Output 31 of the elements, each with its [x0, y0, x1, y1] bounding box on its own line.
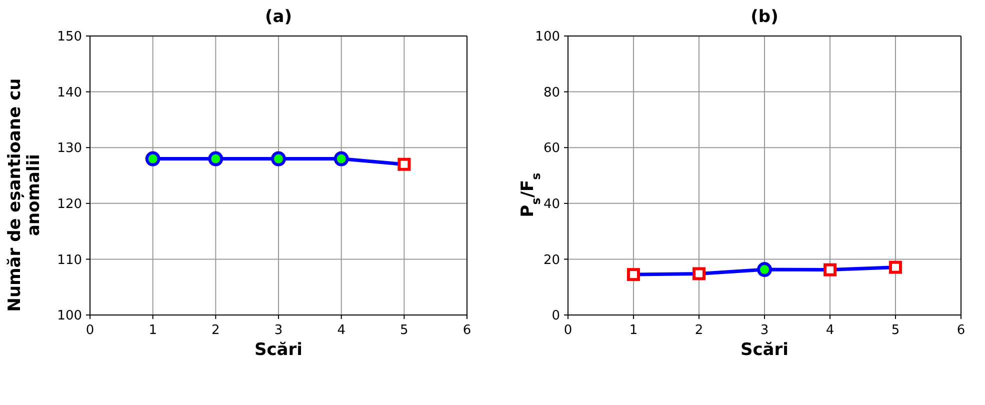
y-tick-label: 100 [57, 308, 82, 324]
y-tick-label: 120 [57, 197, 82, 212]
y-tick-label: 60 [543, 141, 560, 156]
x-axis-title: Scări [740, 340, 789, 360]
y-tick-label: 140 [57, 85, 82, 100]
chart-title: (a) [264, 7, 292, 27]
y-tick-label: 40 [543, 197, 560, 212]
x-axis-title: Scări [254, 340, 303, 360]
x-tick-label: 4 [826, 323, 834, 338]
x-tick-label: 4 [337, 323, 346, 338]
y-tick-label: 130 [57, 141, 82, 156]
x-tick-label: 0 [86, 323, 94, 338]
x-tick-label: 0 [564, 323, 572, 338]
y-tick-label: 0 [552, 308, 560, 324]
x-tick-label: 2 [694, 323, 704, 338]
x-tick-label: 6 [956, 323, 966, 338]
x-tick-label: 1 [629, 323, 638, 338]
y-tick-label: 20 [543, 252, 560, 268]
y-tick-label: 150 [57, 30, 82, 45]
y-axis-title: Număr de eșantioane cu anomalii [5, 78, 44, 312]
y-tick-label: 110 [57, 252, 82, 268]
x-tick-label: 5 [891, 323, 900, 338]
x-tick-label: 1 [148, 323, 157, 338]
x-tick-label: 2 [212, 323, 220, 338]
y-tick-label: 80 [543, 85, 560, 100]
x-tick-label: 3 [760, 323, 769, 338]
y-tick-label: 100 [535, 30, 560, 45]
x-tick-label: 6 [462, 323, 472, 338]
chart-title: (b) [750, 7, 778, 27]
x-tick-label: 3 [274, 323, 283, 338]
x-tick-label: 5 [400, 323, 408, 338]
